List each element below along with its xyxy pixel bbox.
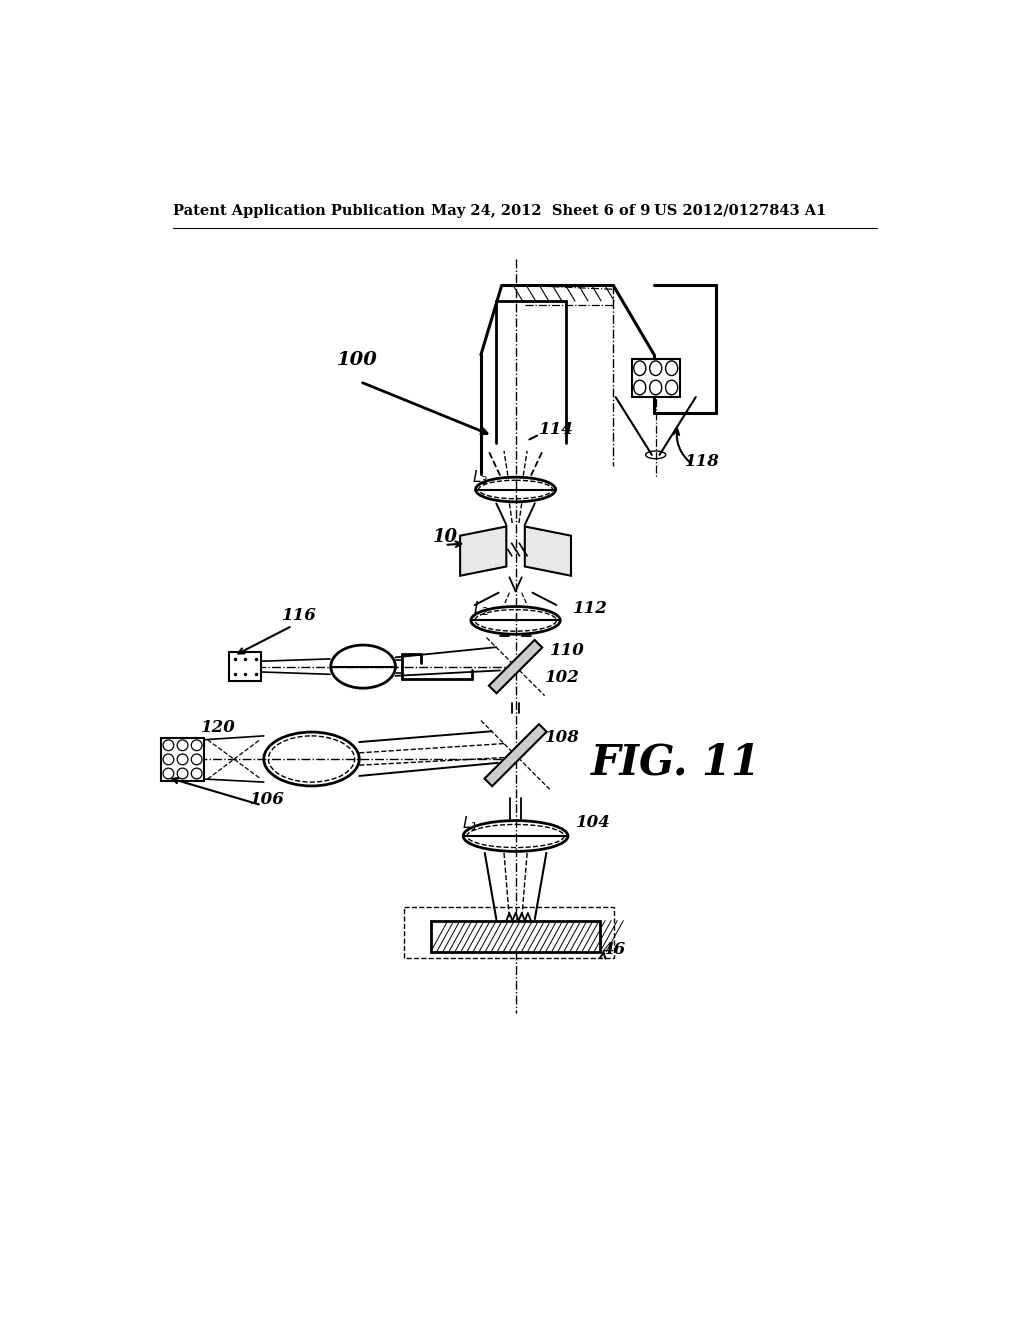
Text: FIG. 11: FIG. 11 xyxy=(591,742,761,783)
Polygon shape xyxy=(162,738,204,780)
Polygon shape xyxy=(484,725,547,787)
Text: 100: 100 xyxy=(337,351,378,368)
Text: 118: 118 xyxy=(685,453,720,470)
Text: 10: 10 xyxy=(432,528,458,546)
Text: Patent Application Publication: Patent Application Publication xyxy=(173,203,425,218)
Polygon shape xyxy=(524,527,571,576)
Text: 108: 108 xyxy=(545,729,580,746)
Text: 110: 110 xyxy=(550,642,585,659)
Text: 104: 104 xyxy=(575,813,610,830)
Polygon shape xyxy=(488,640,543,693)
Text: 112: 112 xyxy=(573,599,608,616)
Polygon shape xyxy=(229,652,261,681)
Polygon shape xyxy=(632,359,680,397)
Text: 120: 120 xyxy=(202,719,237,737)
Text: $L_2$: $L_2$ xyxy=(473,599,489,618)
Text: 114: 114 xyxy=(539,421,573,438)
Text: 106: 106 xyxy=(250,791,285,808)
Polygon shape xyxy=(460,527,506,576)
Text: 102: 102 xyxy=(545,669,580,686)
Text: 46: 46 xyxy=(602,941,626,958)
Polygon shape xyxy=(431,921,600,952)
Text: $L_1$: $L_1$ xyxy=(462,814,478,833)
Text: May 24, 2012  Sheet 6 of 9: May 24, 2012 Sheet 6 of 9 xyxy=(431,203,650,218)
Text: US 2012/0127843 A1: US 2012/0127843 A1 xyxy=(654,203,826,218)
Text: 116: 116 xyxy=(282,607,316,624)
Text: $L_3$: $L_3$ xyxy=(472,467,488,487)
Polygon shape xyxy=(431,921,600,952)
